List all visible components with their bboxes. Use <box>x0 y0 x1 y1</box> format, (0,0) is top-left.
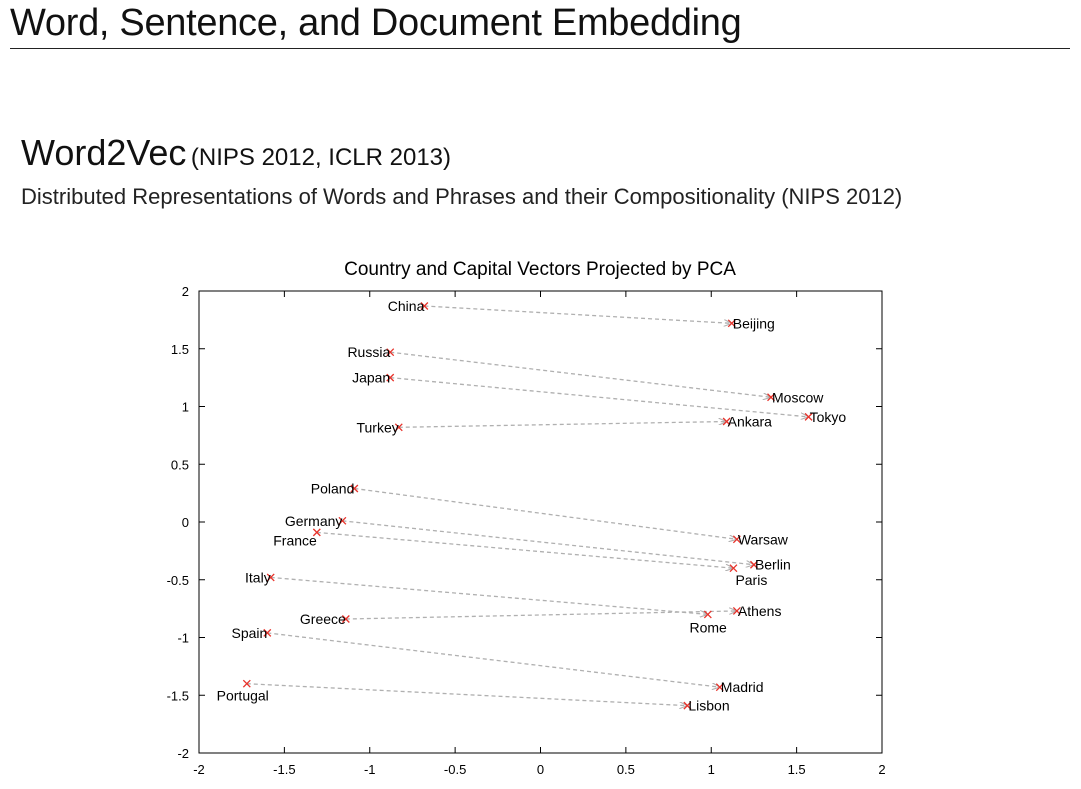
label-russia: Russia <box>347 344 390 360</box>
chart-points <box>242 302 813 710</box>
point-lisbon <box>683 701 692 710</box>
label-tokyo: Tokyo <box>810 409 847 425</box>
label-japan: Japan <box>352 370 390 386</box>
point-greece <box>341 615 350 623</box>
paper-title: Distributed Representations of Words and… <box>21 184 903 209</box>
point-rome <box>703 610 712 619</box>
label-berlin: Berlin <box>755 557 791 573</box>
section-heading: Word2Vec (NIPS 2012, ICLR 2013) <box>21 132 451 174</box>
point-france <box>312 528 321 537</box>
section-heading-sub: (NIPS 2012, ICLR 2013) <box>190 144 452 171</box>
x-tick-label: -2 <box>193 762 205 777</box>
label-germany: Germany <box>285 513 343 529</box>
y-tick-label: 1 <box>182 400 189 415</box>
arrow-france <box>316 531 734 568</box>
point-spain <box>263 628 272 637</box>
arrow-china <box>424 305 731 323</box>
label-paris: Paris <box>735 572 767 588</box>
label-turkey: Turkey <box>356 419 398 435</box>
label-china: China <box>388 298 425 314</box>
label-moscow: Moscow <box>772 389 824 405</box>
point-warsaw <box>732 535 741 544</box>
label-ankara: Ankara <box>728 414 773 430</box>
chart-arrows <box>246 305 809 706</box>
label-spain: Spain <box>231 625 267 641</box>
point-athens <box>732 606 741 615</box>
arrow-portugal <box>246 683 688 706</box>
label-italy: Italy <box>245 569 271 585</box>
label-rome: Rome <box>689 619 727 635</box>
chart-title: Country and Capital Vectors Projected by… <box>344 259 736 280</box>
label-lisbon: Lisbon <box>688 698 729 714</box>
x-tick-label: 1.5 <box>788 762 806 777</box>
section-heading-main: Word2Vec <box>21 132 187 173</box>
point-madrid <box>715 683 724 692</box>
y-tick-label: -0.5 <box>167 573 189 588</box>
x-tick-label: -0.5 <box>444 762 466 777</box>
x-tick-label: 0 <box>537 762 544 777</box>
point-beijing <box>727 319 736 328</box>
point-turkey <box>394 423 403 432</box>
arrow-spain <box>267 632 719 687</box>
x-tick-label: 0.5 <box>617 762 635 777</box>
x-tick-label: -1.5 <box>273 762 295 777</box>
y-tick-label: 0.5 <box>171 457 189 472</box>
slide-title: Word, Sentence, and Document Embedding <box>10 2 742 44</box>
y-tick-label: -1 <box>177 631 189 646</box>
label-athens: Athens <box>738 603 782 619</box>
y-tick-label: -2 <box>177 746 189 761</box>
point-germany <box>338 516 347 525</box>
point-italy <box>266 573 275 582</box>
chart-axes: -2 -1.5 -1 -0.5 0 0.5 1 1.5 2 -2 -1.5 -1 -0.5 0 0.5 1 1.… <box>167 284 886 777</box>
title-divider <box>10 48 1070 49</box>
x-tick-label: 1 <box>708 762 715 777</box>
point-japan <box>386 373 395 382</box>
arrow-russia <box>390 351 771 397</box>
point-poland <box>350 484 359 493</box>
arrow-germany <box>342 520 754 565</box>
label-beijing: Beijing <box>733 315 775 331</box>
label-warsaw: Warsaw <box>738 531 789 547</box>
point-paris <box>729 564 738 573</box>
point-tokyo <box>804 412 813 421</box>
y-tick-label: 1.5 <box>171 342 189 357</box>
x-tick-label: 2 <box>878 762 885 777</box>
point-china <box>420 302 429 310</box>
chart-labels: China Beijing Russia Moscow Japan Tokyo Turkey… <box>217 298 847 714</box>
y-tick-label: -1.5 <box>167 688 189 703</box>
arrow-greece <box>345 611 737 620</box>
y-tick-label: 0 <box>182 515 189 530</box>
point-russia <box>386 348 395 357</box>
arrow-japan <box>390 376 808 417</box>
point-moscow <box>767 393 775 402</box>
label-france: France <box>273 532 317 548</box>
label-greece: Greece <box>300 611 346 627</box>
label-madrid: Madrid <box>721 679 764 695</box>
label-portugal: Portugal <box>217 688 269 704</box>
arrow-turkey <box>398 422 727 428</box>
arrow-poland <box>354 487 736 540</box>
label-poland: Poland <box>311 481 355 497</box>
point-ankara <box>722 417 731 426</box>
y-tick-label: 2 <box>182 284 189 299</box>
point-portugal <box>242 679 251 688</box>
arrow-italy <box>270 576 708 614</box>
point-berlin <box>749 560 758 569</box>
x-tick-label: -1 <box>364 762 376 777</box>
